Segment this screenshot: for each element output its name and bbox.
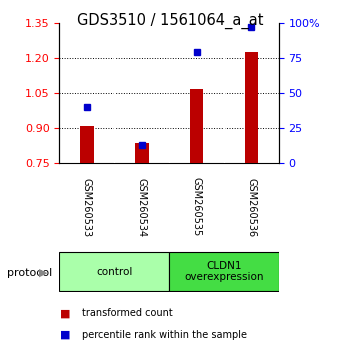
Text: ■: ■ (59, 330, 70, 339)
Text: ▶: ▶ (39, 268, 48, 278)
Text: control: control (96, 267, 133, 277)
Text: percentile rank within the sample: percentile rank within the sample (82, 330, 246, 339)
Text: GSM260536: GSM260536 (246, 177, 256, 237)
Text: GDS3510 / 1561064_a_at: GDS3510 / 1561064_a_at (77, 12, 263, 29)
Text: GSM260533: GSM260533 (82, 177, 92, 237)
Text: GSM260535: GSM260535 (191, 177, 202, 237)
Bar (244, 52, 258, 163)
Text: transformed count: transformed count (82, 308, 172, 318)
Text: GSM260534: GSM260534 (137, 177, 147, 237)
Bar (190, 90, 203, 163)
FancyBboxPatch shape (169, 252, 279, 291)
Text: protocol: protocol (7, 268, 52, 278)
Bar (135, 143, 149, 163)
Text: CLDN1
overexpression: CLDN1 overexpression (184, 261, 264, 282)
Bar (80, 126, 94, 163)
Text: ■: ■ (59, 308, 70, 318)
FancyBboxPatch shape (59, 252, 169, 291)
